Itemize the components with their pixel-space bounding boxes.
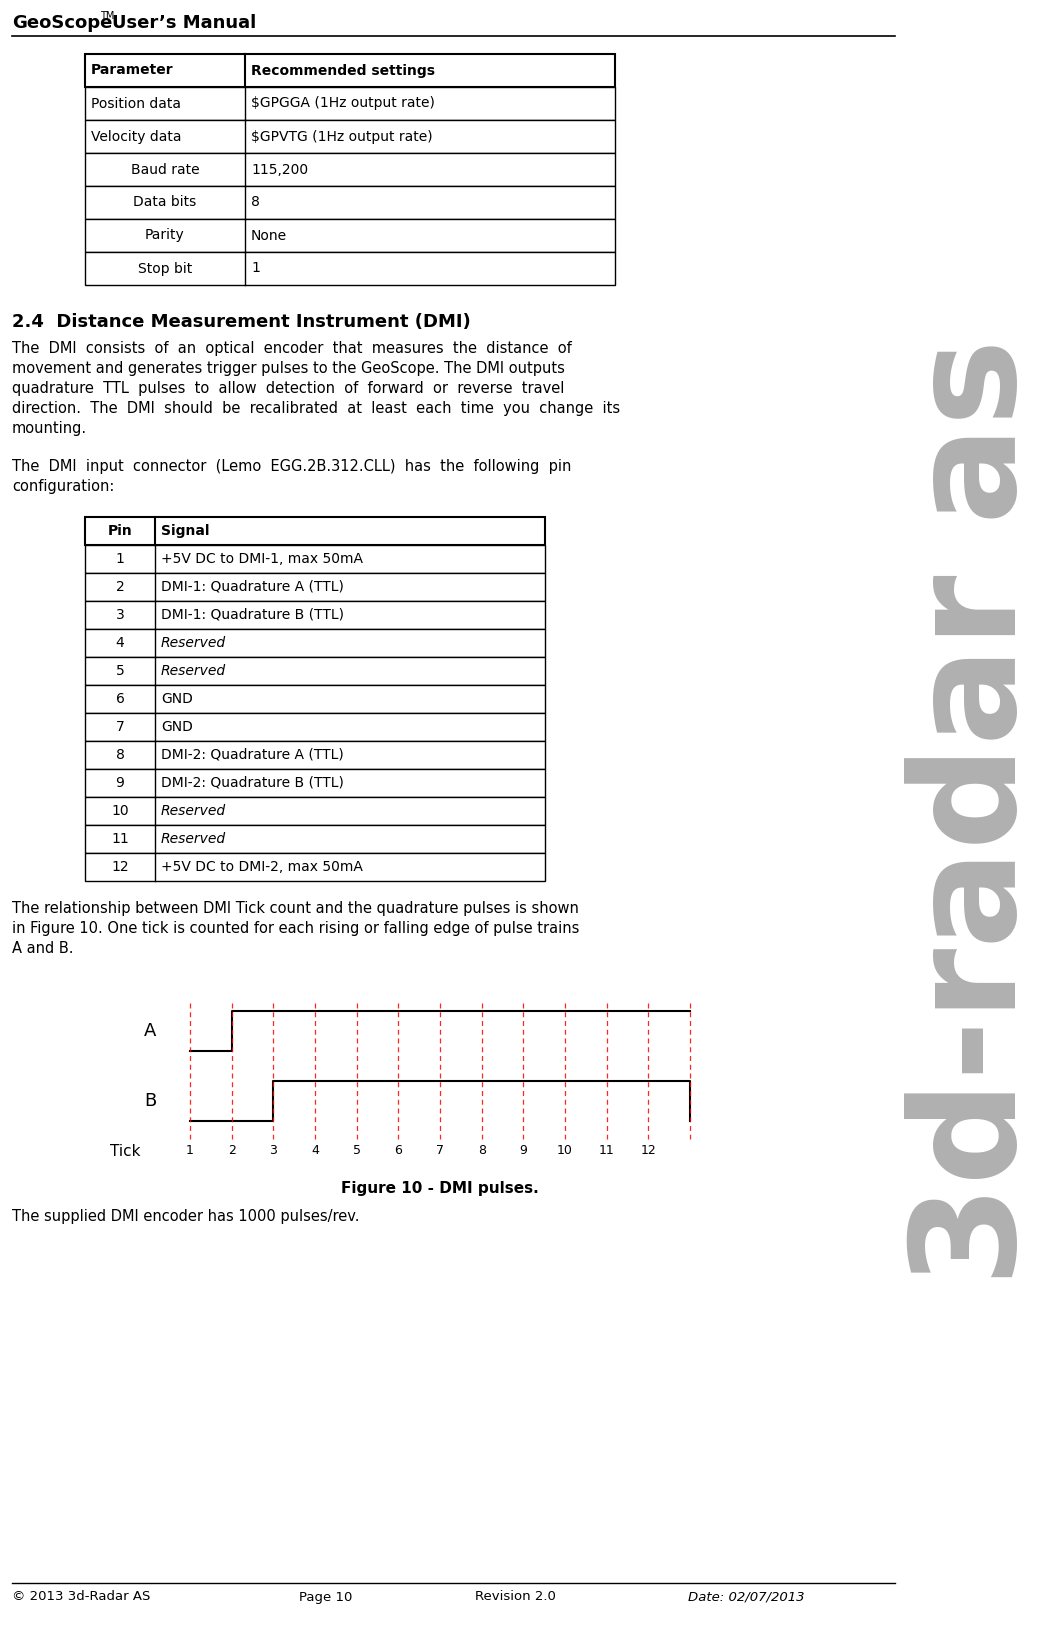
Bar xyxy=(85,517,545,544)
Bar xyxy=(85,796,545,826)
Text: 5: 5 xyxy=(353,1144,361,1157)
Text: 4: 4 xyxy=(311,1144,319,1157)
Text: 3: 3 xyxy=(269,1144,278,1157)
Bar xyxy=(85,826,545,853)
Text: Tick: Tick xyxy=(109,1144,140,1159)
Text: DMI-1: Quadrature B (TTL): DMI-1: Quadrature B (TTL) xyxy=(161,608,344,622)
Text: Reserved: Reserved xyxy=(161,635,226,650)
Text: DMI-2: Quadrature B (TTL): DMI-2: Quadrature B (TTL) xyxy=(161,777,344,790)
Text: Reserved: Reserved xyxy=(161,665,226,678)
Text: GND: GND xyxy=(161,720,192,734)
Text: Parity: Parity xyxy=(146,229,185,242)
Text: B: B xyxy=(144,1092,156,1110)
Text: The relationship between DMI Tick count and the quadrature pulses is shown: The relationship between DMI Tick count … xyxy=(12,900,579,916)
Text: in Figure 10. One tick is counted for each rising or falling edge of pulse train: in Figure 10. One tick is counted for ea… xyxy=(12,921,579,936)
Bar xyxy=(85,88,615,120)
Text: 2: 2 xyxy=(115,580,125,595)
Text: 9: 9 xyxy=(115,777,125,790)
Text: The supplied DMI encoder has 1000 pulses/rev.: The supplied DMI encoder has 1000 pulses… xyxy=(12,1209,360,1224)
Text: A and B.: A and B. xyxy=(12,941,74,955)
Text: Revision 2.0: Revision 2.0 xyxy=(475,1591,556,1604)
Text: +5V DC to DMI-2, max 50mA: +5V DC to DMI-2, max 50mA xyxy=(161,860,363,874)
Bar xyxy=(85,656,545,686)
Text: +5V DC to DMI-1, max 50mA: +5V DC to DMI-1, max 50mA xyxy=(161,552,363,565)
Text: 8: 8 xyxy=(477,1144,486,1157)
Text: Figure 10 - DMI pulses.: Figure 10 - DMI pulses. xyxy=(341,1181,539,1196)
Bar xyxy=(85,686,545,713)
Text: Position data: Position data xyxy=(92,96,181,111)
Text: 9: 9 xyxy=(519,1144,527,1157)
Text: mounting.: mounting. xyxy=(12,421,87,436)
Text: Baud rate: Baud rate xyxy=(131,162,200,177)
Text: The  DMI  consists  of  an  optical  encoder  that  measures  the  distance  of: The DMI consists of an optical encoder t… xyxy=(12,341,572,356)
Text: 2: 2 xyxy=(228,1144,236,1157)
Bar xyxy=(85,741,545,769)
Text: 7: 7 xyxy=(436,1144,444,1157)
Text: $GPGGA (1Hz output rate): $GPGGA (1Hz output rate) xyxy=(251,96,435,111)
Text: movement and generates trigger pulses to the GeoScope. The DMI outputs: movement and generates trigger pulses to… xyxy=(12,361,565,375)
Bar xyxy=(85,120,615,153)
Bar xyxy=(85,629,545,656)
Text: Stop bit: Stop bit xyxy=(138,262,192,276)
Text: Reserved: Reserved xyxy=(161,832,226,847)
Text: 6: 6 xyxy=(394,1144,402,1157)
Bar xyxy=(85,601,545,629)
Text: Recommended settings: Recommended settings xyxy=(251,63,435,78)
Text: 12: 12 xyxy=(641,1144,656,1157)
Text: 11: 11 xyxy=(111,832,129,847)
Text: Parameter: Parameter xyxy=(92,63,174,78)
Text: quadrature  TTL  pulses  to  allow  detection  of  forward  or  reverse  travel: quadrature TTL pulses to allow detection… xyxy=(12,380,565,396)
Text: 1: 1 xyxy=(186,1144,193,1157)
Text: The  DMI  input  connector  (Lemo  EGG.2B.312.CLL)  has  the  following  pin: The DMI input connector (Lemo EGG.2B.312… xyxy=(12,458,571,474)
Text: Data bits: Data bits xyxy=(133,195,197,210)
Bar xyxy=(85,544,545,574)
Text: GND: GND xyxy=(161,692,192,705)
Text: 115,200: 115,200 xyxy=(251,162,308,177)
Text: 10: 10 xyxy=(557,1144,573,1157)
Text: 2.4  Distance Measurement Instrument (DMI): 2.4 Distance Measurement Instrument (DMI… xyxy=(12,314,471,332)
Text: 11: 11 xyxy=(599,1144,615,1157)
Text: Signal: Signal xyxy=(161,523,209,538)
Bar xyxy=(85,153,615,185)
Text: 8: 8 xyxy=(115,748,125,762)
Bar xyxy=(85,574,545,601)
Bar xyxy=(85,252,615,284)
Text: $GPVTG (1Hz output rate): $GPVTG (1Hz output rate) xyxy=(251,130,433,143)
Text: 3d-radar as: 3d-radar as xyxy=(905,338,1040,1287)
Text: Reserved: Reserved xyxy=(161,804,226,817)
Text: Page 10: Page 10 xyxy=(300,1591,353,1604)
Text: Date: 02/07/2013: Date: 02/07/2013 xyxy=(687,1591,804,1604)
Bar xyxy=(85,769,545,796)
Text: TM: TM xyxy=(100,11,114,21)
Text: 4: 4 xyxy=(115,635,125,650)
Text: 7: 7 xyxy=(115,720,125,734)
Text: 1: 1 xyxy=(115,552,125,565)
Text: Pin: Pin xyxy=(107,523,132,538)
Text: A: A xyxy=(144,1022,156,1040)
Text: 8: 8 xyxy=(251,195,260,210)
Text: configuration:: configuration: xyxy=(12,479,114,494)
Text: User’s Manual: User’s Manual xyxy=(112,15,256,32)
Text: 12: 12 xyxy=(111,860,129,874)
Bar xyxy=(85,54,615,88)
Text: 3: 3 xyxy=(115,608,125,622)
Text: Velocity data: Velocity data xyxy=(92,130,182,143)
Text: DMI-2: Quadrature A (TTL): DMI-2: Quadrature A (TTL) xyxy=(161,748,344,762)
Text: © 2013 3d-Radar AS: © 2013 3d-Radar AS xyxy=(12,1591,151,1604)
Bar xyxy=(85,219,615,252)
Bar xyxy=(85,853,545,881)
Bar xyxy=(85,713,545,741)
Text: 6: 6 xyxy=(115,692,125,705)
Text: 10: 10 xyxy=(111,804,129,817)
Text: direction.  The  DMI  should  be  recalibrated  at  least  each  time  you  chan: direction. The DMI should be recalibrate… xyxy=(12,401,620,416)
Text: DMI-1: Quadrature A (TTL): DMI-1: Quadrature A (TTL) xyxy=(161,580,344,595)
Text: 5: 5 xyxy=(115,665,125,678)
Text: None: None xyxy=(251,229,287,242)
Text: GeoScope: GeoScope xyxy=(12,15,112,32)
Bar xyxy=(85,185,615,219)
Text: 1: 1 xyxy=(251,262,260,276)
